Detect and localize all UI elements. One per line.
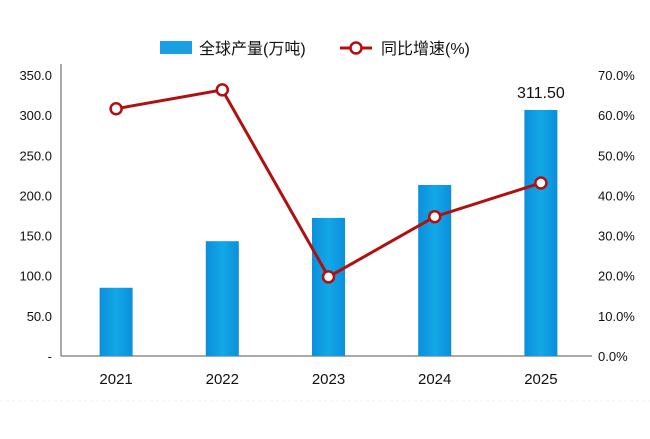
growth-point-2025	[534, 176, 548, 190]
x-tick-label: 2023	[312, 371, 345, 388]
data-label-2025: 311.50	[517, 85, 565, 102]
left-tick-label: -	[48, 349, 52, 364]
bar-2025	[524, 110, 558, 356]
bar-2023	[312, 217, 345, 356]
right-tick-label: 0.0%	[598, 349, 628, 364]
left-tick-label: 300.0	[19, 108, 52, 123]
left-tick-label: 250.0	[19, 148, 52, 163]
left-tick-label: 150.0	[19, 229, 52, 244]
growth-point-2024	[427, 209, 442, 224]
legend-bar-swatch	[160, 41, 192, 54]
legend-bar-label: 全球产量(万吨)	[199, 40, 306, 58]
right-tick-label: 30.0%	[598, 229, 635, 244]
left-tick-label: 50.0	[27, 309, 52, 324]
right-tick-label: 10.0%	[598, 309, 635, 324]
growth-point-2021	[109, 101, 123, 116]
bar-2022	[205, 241, 239, 356]
left-tick-label: 350.0	[19, 68, 52, 83]
x-tick-label: 2021	[99, 371, 132, 388]
right-tick-label: 20.0%	[598, 269, 635, 284]
bar-2021	[99, 287, 133, 356]
legend: 全球产量(万吨) 同比增速(%)	[160, 40, 470, 58]
right-tick-label: 70.0%	[598, 68, 635, 83]
legend-line-marker	[349, 41, 363, 55]
x-tick-label: 2022	[206, 371, 239, 388]
legend-line-label: 同比增速(%)	[381, 40, 470, 58]
right-tick-label: 40.0%	[598, 188, 635, 203]
right-tick-label: 60.0%	[598, 108, 635, 123]
left-tick-label: 200.0	[19, 188, 52, 203]
left-tick-label: 100.0	[19, 269, 52, 284]
growth-point-2023	[321, 270, 336, 284]
x-tick-label: 2024	[418, 371, 451, 388]
x-tick-label: 2025	[524, 371, 557, 388]
growth-point-2022	[215, 83, 230, 97]
right-tick-label: 50.0%	[598, 148, 635, 163]
